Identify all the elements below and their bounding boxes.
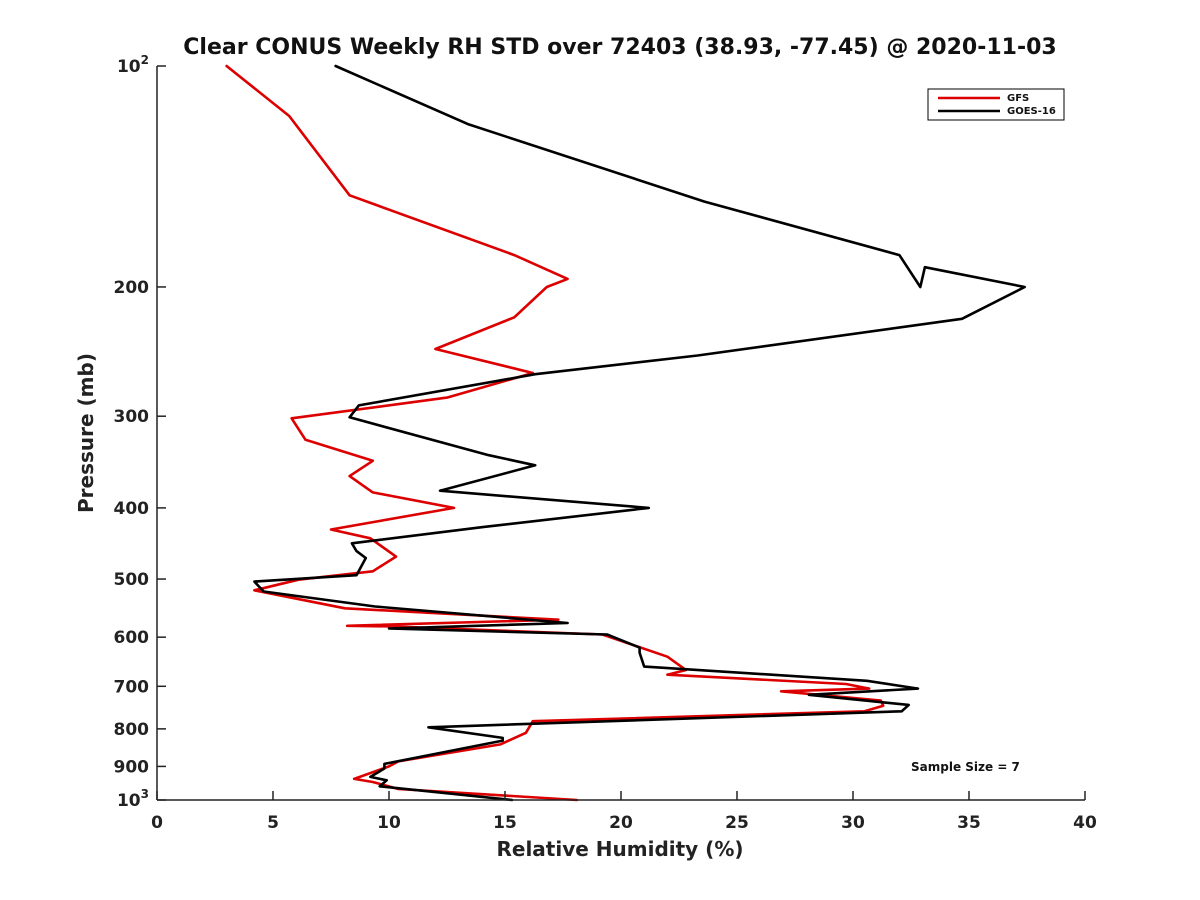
legend: GFS GOES-16 (927, 88, 1065, 121)
y-tick-label: 700 (114, 677, 150, 697)
y-tick-label: 400 (114, 499, 150, 519)
legend-box (927, 88, 1065, 121)
x-tick-label: 35 (957, 813, 981, 833)
legend-label-gfs: GFS (1007, 93, 1029, 104)
x-axis-label: Relative Humidity (%) (496, 837, 743, 861)
y-tick-label: 102 (117, 53, 149, 77)
series-line-goes-16 (253, 64, 1026, 802)
y-tick-label: 600 (114, 628, 150, 648)
x-tick-label: 5 (267, 813, 279, 833)
y-tick-label: 500 (114, 570, 150, 590)
y-tick-label: 200 (114, 278, 150, 298)
plot-area (225, 64, 1026, 802)
y-tick-label: 103 (117, 787, 149, 811)
x-tick-label: 40 (1073, 813, 1097, 833)
y-tick-label: 300 (114, 407, 150, 427)
x-tick-label: 15 (493, 813, 517, 833)
legend-label-goes16: GOES-16 (1007, 106, 1056, 117)
series-line-gfs (225, 64, 885, 802)
x-tick-label: 20 (609, 813, 633, 833)
x-tick-label: 0 (151, 813, 163, 833)
x-tick-label: 30 (841, 813, 865, 833)
series-layer (225, 64, 1026, 802)
x-tick-label: 10 (377, 813, 401, 833)
chart-title: Clear CONUS Weekly RH STD over 72403 (38… (183, 35, 1056, 60)
y-axis-label: Pressure (mb) (74, 353, 98, 513)
y-tick-label: 800 (114, 720, 150, 740)
sample-size-annotation: Sample Size = 7 (911, 760, 1020, 774)
x-tick-label: 25 (725, 813, 749, 833)
y-tick-label: 900 (114, 757, 150, 777)
axes: 0 5 10 15 20 25 30 35 40 102 200 300 400 500 600 700 800… (114, 53, 1097, 833)
